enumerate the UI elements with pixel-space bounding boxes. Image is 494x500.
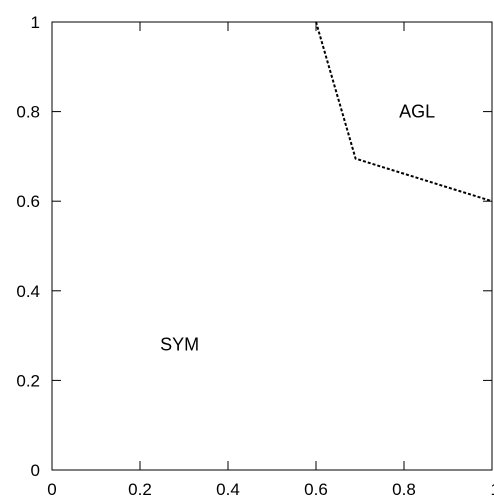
phase-boundary-point bbox=[315, 21, 317, 23]
series-layer bbox=[315, 21, 493, 203]
x-axis: 0 0.2 0.4 0.6 0.8 1 bbox=[47, 22, 494, 499]
region-label-sym: SYM bbox=[160, 335, 199, 355]
y-tick-label: 0.4 bbox=[16, 282, 40, 301]
x-tick-label: 1 bbox=[491, 480, 494, 499]
x-tick-label: 0.2 bbox=[128, 480, 152, 499]
y-tick-label: 0.2 bbox=[16, 371, 40, 390]
y-tick-label: 1 bbox=[31, 13, 40, 32]
y-tick-label: 0.6 bbox=[16, 192, 40, 211]
region-label-agl: AGL bbox=[399, 102, 435, 122]
y-tick-label: 0.8 bbox=[16, 103, 40, 122]
plot-frame bbox=[51, 21, 493, 471]
y-tick-label: 0 bbox=[31, 461, 40, 480]
y-axis: 0 0.2 0.4 0.6 0.8 1 bbox=[16, 13, 492, 480]
x-tick-label: 0.4 bbox=[216, 480, 240, 499]
x-tick-label: 0 bbox=[47, 480, 56, 499]
phase-boundary-point bbox=[491, 200, 493, 202]
annotation-layer: AGL SYM bbox=[160, 102, 435, 355]
x-tick-label: 0.8 bbox=[392, 480, 416, 499]
x-tick-label: 0.6 bbox=[304, 480, 328, 499]
phase-boundary-point bbox=[355, 158, 357, 160]
